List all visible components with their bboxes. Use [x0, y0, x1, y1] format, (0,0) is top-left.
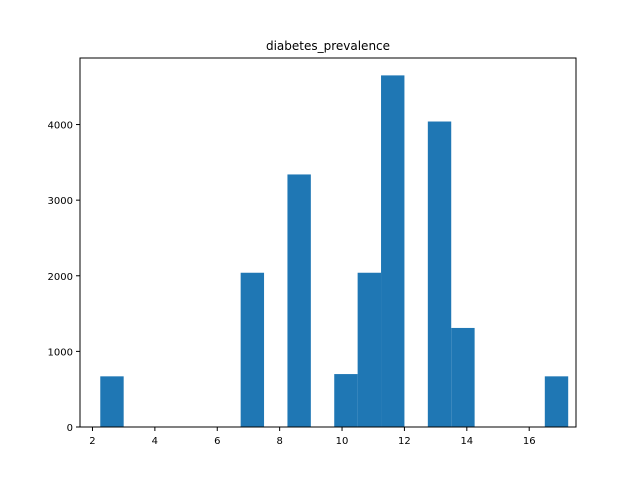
histogram-bar-19 [544, 376, 569, 427]
x-tick-label: 2 [89, 436, 95, 447]
y-tick-label: 4000 [48, 121, 73, 132]
x-axis: 2 4 6 8 10 12 14 16 [89, 427, 536, 447]
y-tick-label: 0 [67, 423, 73, 434]
histogram-bar-15 [451, 327, 475, 427]
x-tick-label: 10 [336, 436, 349, 447]
histogram-bar-12 [381, 75, 405, 428]
y-axis: 0 1000 2000 3000 4000 [48, 121, 80, 434]
histogram-bar-0 [100, 376, 124, 427]
y-tick-label: 1000 [48, 347, 73, 358]
x-tick-label: 12 [398, 436, 411, 447]
y-tick-label: 2000 [48, 272, 73, 283]
x-tick-label: 16 [523, 436, 536, 447]
histogram-bar-14 [427, 121, 452, 428]
bars-group [100, 75, 569, 428]
histogram-bar-10 [334, 374, 358, 427]
x-tick-label: 6 [214, 436, 220, 447]
histogram-bar-6 [240, 272, 265, 427]
chart-title: diabetes_prevalence [266, 39, 390, 53]
histogram-bar-11 [357, 272, 382, 427]
x-tick-label: 8 [276, 436, 282, 447]
x-tick-label: 4 [152, 436, 158, 447]
x-tick-label: 14 [460, 436, 473, 447]
histogram-bar-8 [287, 174, 311, 427]
y-tick-label: 3000 [48, 196, 73, 207]
plot-frame [79, 57, 577, 428]
